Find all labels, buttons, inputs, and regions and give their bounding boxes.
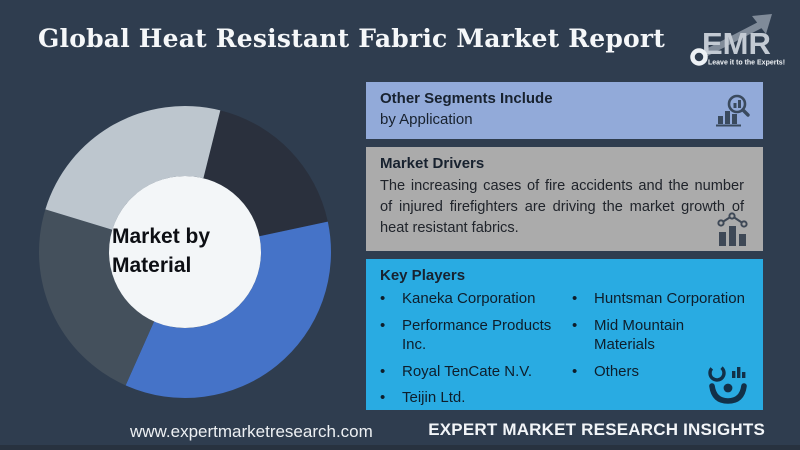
logo-text: EMR [702, 26, 771, 61]
key-players-columns: • Kaneka Corporation • Performance Products… [380, 290, 749, 416]
key-players-column-2: • Huntsman Corporation • Mid Mountain Mater… [572, 290, 749, 416]
info-panels: Other Segments Include by Application Ma… [366, 82, 763, 418]
panel-key-players: Key Players • Kaneka Corporation • Performa… [366, 259, 763, 410]
key-player-item: • Teijin Ltd. [380, 389, 572, 408]
segment-light-gray [45, 106, 221, 230]
panel-drivers-body: The increasing cases of fire accidents a… [380, 178, 744, 236]
key-player-name: Performance Products Inc. [402, 317, 552, 353]
panel-market-drivers: Market Drivers The increasing cases of f… [366, 147, 763, 251]
chart-center-label: Market by Material [112, 225, 211, 278]
bullet-icon: • [380, 317, 386, 334]
bottom-accent-strip [0, 445, 800, 450]
panel-other-segments: Other Segments Include by Application [366, 82, 763, 139]
key-player-item: • Royal TenCate N.V. [380, 363, 572, 382]
key-player-name: Mid Mountain Materials [594, 317, 685, 353]
bullet-icon: • [572, 362, 578, 380]
bullet-icon: • [380, 362, 386, 380]
key-player-item: • Huntsman Corporation [572, 290, 749, 309]
key-player-name: Others [594, 362, 640, 380]
bullet-icon: • [380, 290, 386, 308]
website-link[interactable]: www.expertmarketresearch.com [130, 422, 373, 441]
bullet-icon: • [380, 389, 386, 407]
growth-chart-icon [717, 212, 748, 246]
key-player-item: • Mid Mountain Materials [572, 317, 749, 355]
key-player-name: Kaneka Corporation [402, 290, 536, 308]
key-players-column-1: • Kaneka Corporation • Performance Products… [380, 290, 572, 416]
segment-dark-slate [39, 209, 155, 386]
logo-arrow-icon [698, 14, 772, 60]
donut-hole [109, 176, 261, 328]
key-player-name: Royal TenCate N.V. [402, 362, 533, 380]
panel-drivers-title: Market Drivers [380, 155, 485, 172]
bar-chart-magnifier-icon [716, 94, 750, 127]
emr-logo: EMR Leave it to the Experts! [690, 14, 785, 67]
panel-other-title: Other Segments Include [380, 90, 553, 107]
key-player-item: • Others [572, 363, 749, 382]
bullet-icon: • [572, 290, 578, 308]
logo-tagline: Leave it to the Experts! [708, 60, 785, 67]
brand-name: EXPERT MARKET RESEARCH INSIGHTS [428, 420, 765, 439]
donut-chart [39, 106, 331, 398]
market-by-material-chart [37, 104, 333, 400]
key-player-item: • Performance Products Inc. [380, 317, 572, 355]
segment-dark-navy [203, 110, 328, 237]
key-player-item: • Kaneka Corporation [380, 290, 572, 309]
panel-other-item: by Application [380, 111, 473, 129]
key-player-name: Huntsman Corporation [594, 290, 745, 308]
logo-circle-icon [690, 48, 708, 66]
panel-players-title: Key Players [380, 267, 466, 284]
analyst-person-icon [708, 364, 747, 404]
bullet-icon: • [572, 317, 578, 334]
segment-blue [125, 221, 331, 398]
key-player-name: Teijin Ltd. [402, 389, 466, 407]
page-title: Global Heat Resistant Fabric Market Repo… [38, 24, 666, 53]
